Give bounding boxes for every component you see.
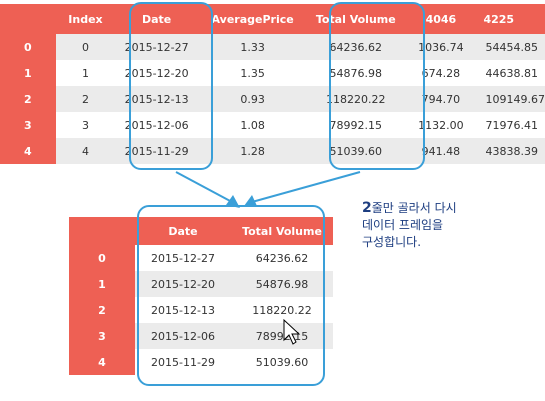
column-header-index: Index: [55, 4, 116, 34]
total-volume-cell: 54876.98: [231, 271, 333, 297]
col-4046-cell: 674.28: [404, 60, 478, 86]
averageprice-cell: 1.28: [197, 138, 308, 164]
column-header-averageprice: AveragePrice: [197, 4, 308, 34]
row-label: 1: [69, 271, 135, 297]
date-cell: 2015-12-13: [135, 297, 231, 323]
total-volume-column-highlight: [329, 2, 425, 170]
table-row: 0 2015-12-27 64236.62: [69, 245, 333, 271]
row-label: 4: [69, 349, 135, 375]
total-volume-cell: 78992.15: [307, 112, 405, 138]
column-header-4225: 4225: [477, 4, 545, 34]
total-volume-cell: 118220.22: [307, 86, 405, 112]
column-header-total-volume: Total Volume: [231, 217, 333, 245]
row-label: 0: [69, 245, 135, 271]
total-volume-cell: 64236.62: [231, 245, 333, 271]
row-label: 4: [0, 138, 56, 164]
header-row: Date Total Volume: [69, 217, 333, 245]
selected-columns-highlight: [137, 205, 325, 386]
index-cell: 0: [55, 34, 116, 60]
column-header-4046: 4046: [404, 4, 478, 34]
averageprice-cell: 1.33: [197, 34, 308, 60]
averageprice-cell: 1.08: [197, 112, 308, 138]
annotation-lead-number: 2: [362, 200, 372, 216]
source-dataframe-table: Index Date AveragePrice Total Volume 404…: [0, 4, 545, 164]
col-4225-cell: 43838.39: [477, 138, 545, 164]
row-label: 0: [0, 34, 56, 60]
row-label: 3: [0, 112, 56, 138]
table-row: 2 2 2015-12-13 0.93 118220.22 794.70 109…: [0, 86, 545, 112]
index-cell: 1: [55, 60, 116, 86]
date-cell: 2015-11-29: [135, 349, 231, 375]
corner-header: [0, 4, 56, 34]
date-cell: 2015-12-06: [135, 323, 231, 349]
col-4225-cell: 71976.41: [477, 112, 545, 138]
total-volume-cell: 51039.60: [307, 138, 405, 164]
col-4046-cell: 794.70: [404, 86, 478, 112]
index-cell: 2: [55, 86, 116, 112]
row-label: 2: [69, 297, 135, 323]
averageprice-cell: 0.93: [197, 86, 308, 112]
col-4225-cell: 109149.67: [477, 86, 545, 112]
column-header-total-volume: Total Volume: [307, 4, 405, 34]
corner-header: [69, 217, 135, 245]
averageprice-cell: 1.35: [197, 60, 308, 86]
col-4225-cell: 44638.81: [477, 60, 545, 86]
table-row: 3 3 2015-12-06 1.08 78992.15 1132.00 719…: [0, 112, 545, 138]
header-row: Index Date AveragePrice Total Volume 404…: [0, 4, 545, 34]
table-row: 2 2015-12-13 118220.22: [69, 297, 333, 323]
index-cell: 3: [55, 112, 116, 138]
annotation-line-1: 줄만 골라서 다시: [371, 201, 457, 215]
table-row: 4 2015-11-29 51039.60: [69, 349, 333, 375]
column-header-date: Date: [135, 217, 231, 245]
annotation-note: 2줄만 골라서 다시 데이터 프레임을 구성합니다.: [362, 200, 522, 251]
table-row: 4 4 2015-11-29 1.28 51039.60 941.48 4383…: [0, 138, 545, 164]
total-volume-cell: 118220.22: [231, 297, 333, 323]
arrow-line-left: [175, 171, 233, 203]
annotation-line-3: 구성합니다.: [362, 235, 422, 249]
table-row: 1 2015-12-20 54876.98: [69, 271, 333, 297]
total-volume-cell: 54876.98: [307, 60, 405, 86]
total-volume-cell: 64236.62: [307, 34, 405, 60]
total-volume-cell: 51039.60: [231, 349, 333, 375]
col-4225-cell: 54454.85: [477, 34, 545, 60]
col-4046-cell: 941.48: [404, 138, 478, 164]
date-cell: 2015-12-20: [135, 271, 231, 297]
index-cell: 4: [55, 138, 116, 164]
table-row: 3 2015-12-06 78992.15: [69, 323, 333, 349]
col-4046-cell: 1132.00: [404, 112, 478, 138]
row-label: 1: [0, 60, 56, 86]
arrow-line-right: [251, 171, 361, 203]
table-row: 0 0 2015-12-27 1.33 64236.62 1036.74 544…: [0, 34, 545, 60]
col-4046-cell: 1036.74: [404, 34, 478, 60]
selected-columns-dataframe-table: Date Total Volume 0 2015-12-27 64236.62 …: [69, 217, 333, 375]
date-column-highlight: [129, 2, 213, 170]
row-label: 2: [0, 86, 56, 112]
table-row: 1 1 2015-12-20 1.35 54876.98 674.28 4463…: [0, 60, 545, 86]
annotation-line-2: 데이터 프레임을: [362, 218, 444, 232]
row-label: 3: [69, 323, 135, 349]
date-cell: 2015-12-27: [135, 245, 231, 271]
